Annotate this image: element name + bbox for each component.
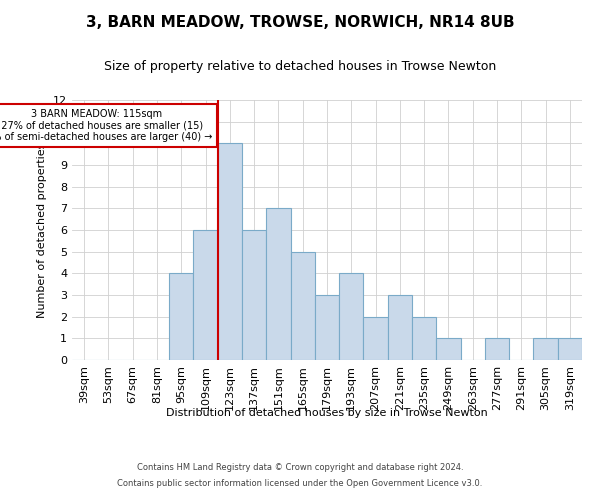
- Bar: [218, 144, 242, 360]
- Bar: [533, 338, 558, 360]
- Bar: [436, 338, 461, 360]
- Y-axis label: Number of detached properties: Number of detached properties: [37, 142, 47, 318]
- Bar: [339, 274, 364, 360]
- Text: Contains HM Land Registry data © Crown copyright and database right 2024.: Contains HM Land Registry data © Crown c…: [137, 464, 463, 472]
- Bar: [315, 295, 339, 360]
- Bar: [193, 230, 218, 360]
- Bar: [242, 230, 266, 360]
- Bar: [290, 252, 315, 360]
- Bar: [364, 316, 388, 360]
- Bar: [169, 274, 193, 360]
- Text: Distribution of detached houses by size in Trowse Newton: Distribution of detached houses by size …: [166, 408, 488, 418]
- Text: 3, BARN MEADOW, TROWSE, NORWICH, NR14 8UB: 3, BARN MEADOW, TROWSE, NORWICH, NR14 8U…: [86, 15, 514, 30]
- Bar: [485, 338, 509, 360]
- Text: Contains public sector information licensed under the Open Government Licence v3: Contains public sector information licen…: [118, 478, 482, 488]
- Text: Size of property relative to detached houses in Trowse Newton: Size of property relative to detached ho…: [104, 60, 496, 73]
- Bar: [388, 295, 412, 360]
- Text: 3 BARN MEADOW: 115sqm
← 27% of detached houses are smaller (15)
73% of semi-deta: 3 BARN MEADOW: 115sqm ← 27% of detached …: [0, 108, 212, 142]
- Bar: [266, 208, 290, 360]
- Bar: [558, 338, 582, 360]
- Bar: [412, 316, 436, 360]
